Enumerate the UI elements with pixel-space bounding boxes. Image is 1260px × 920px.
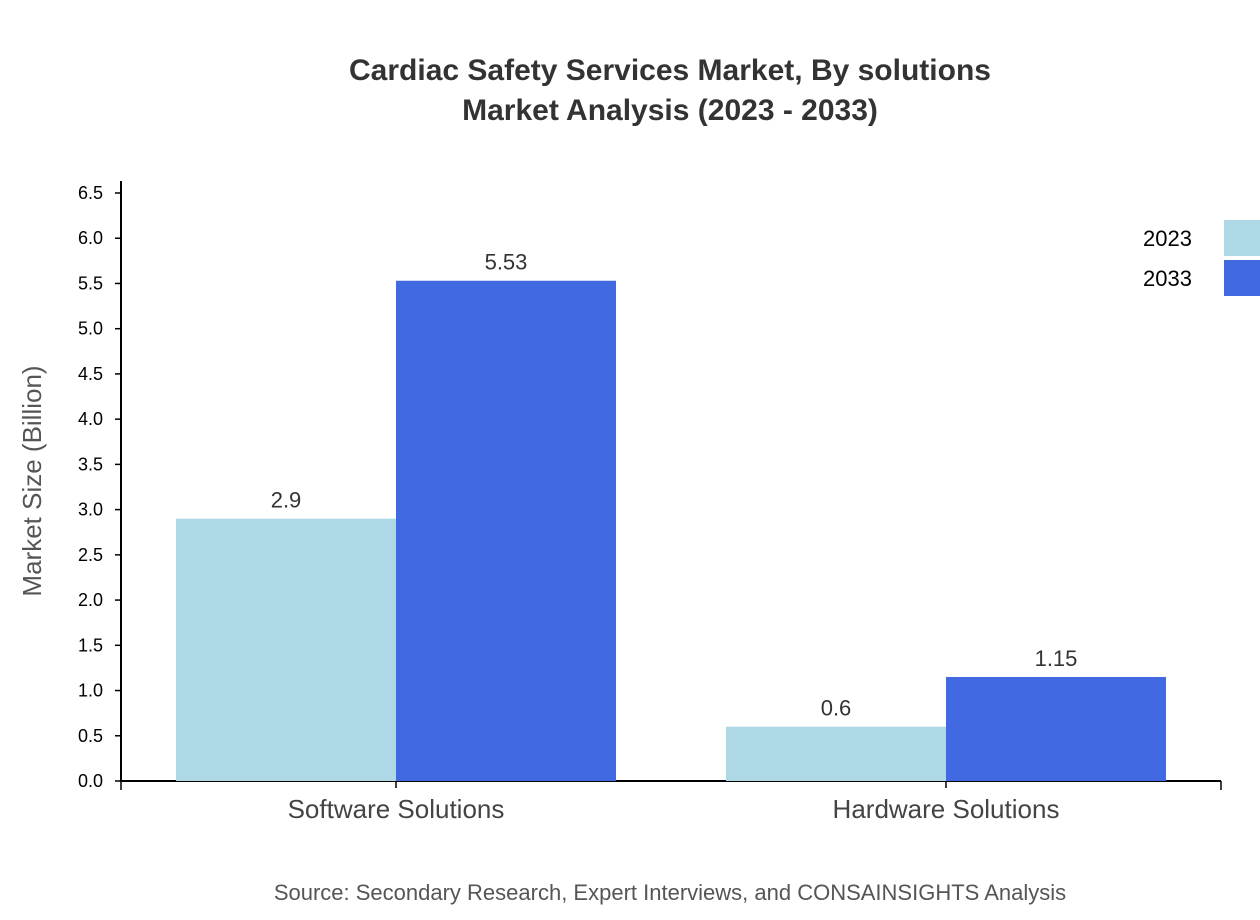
data-label: 2.9 — [271, 488, 302, 513]
y-axis-label: Market Size (Billion) — [17, 365, 47, 596]
bar-2023 — [726, 726, 946, 781]
legend-label: 2023 — [1143, 226, 1192, 251]
bar-2023 — [176, 518, 396, 781]
legend-swatch-2033 — [1224, 260, 1260, 296]
y-tick-label: 6.0 — [78, 228, 103, 248]
legend: 2023 2033 — [1143, 220, 1260, 296]
x-tick-label: Hardware Solutions — [833, 794, 1060, 824]
y-tick-label: 5.5 — [78, 273, 103, 293]
y-tick-label: 2.5 — [78, 545, 103, 565]
y-tick-label: 2.0 — [78, 590, 103, 610]
y-tick-label: 3.0 — [78, 500, 103, 520]
x-tick-label: Software Solutions — [288, 794, 505, 824]
y-tick-label: 6.5 — [78, 183, 103, 203]
data-label: 5.53 — [485, 250, 528, 275]
data-label: 0.6 — [821, 696, 852, 721]
y-tick-label: 4.0 — [78, 409, 103, 429]
y-tick-label: 3.5 — [78, 454, 103, 474]
x-axis: Software Solutions Hardware Solutions — [120, 780, 1222, 824]
y-tick-label: 4.5 — [78, 364, 103, 384]
legend-label: 2033 — [1143, 266, 1192, 291]
chart-title-line-1: Cardiac Safety Services Market, By solut… — [349, 54, 991, 87]
y-tick-label: 1.0 — [78, 681, 103, 701]
y-axis: 0.0 0.5 1.0 1.5 2.0 2.5 3.0 3.5 4.0 4.5 5.0 5.5 6.0 6… — [78, 181, 122, 791]
legend-swatch-2023 — [1224, 220, 1260, 256]
bars: 2.9 5.53 0.6 1.15 — [176, 250, 1166, 781]
bar-2033 — [946, 676, 1166, 781]
y-tick-label: 5.0 — [78, 319, 103, 339]
data-label: 1.15 — [1035, 646, 1078, 671]
y-tick-label: 1.5 — [78, 635, 103, 655]
y-tick-label: 0.5 — [78, 726, 103, 746]
source-note: Source: Secondary Research, Expert Inter… — [274, 880, 1066, 905]
bar-2033 — [396, 280, 616, 781]
y-tick-label: 0.0 — [78, 771, 103, 791]
chart-title-line-2: Market Analysis (2023 - 2033) — [462, 94, 878, 127]
